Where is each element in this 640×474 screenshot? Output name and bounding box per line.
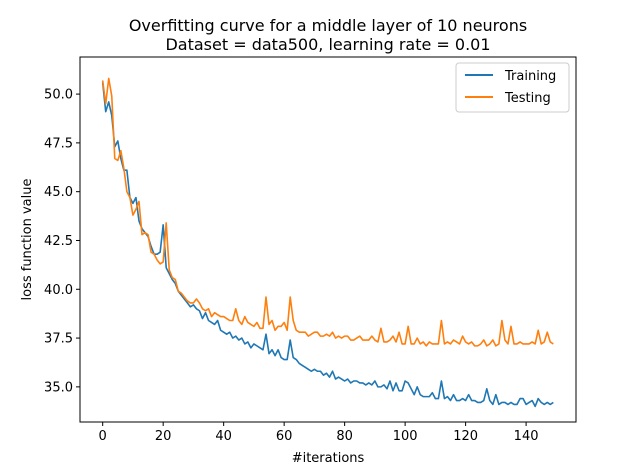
x-axis-label: #iterations	[292, 451, 365, 466]
series-layer	[101, 77, 554, 408]
axes-background	[80, 57, 576, 422]
y-tick-label: 47.5	[44, 136, 73, 151]
x-tick-label: 40	[215, 429, 232, 444]
x-tick-label: 80	[336, 429, 353, 444]
x-tick-label: 140	[514, 429, 539, 444]
y-tick-label: 40.0	[44, 283, 73, 298]
y-tick-label: 35.0	[44, 380, 73, 395]
y-axis: 35.0 37.5 40.0 42.5 45.0 47.5 50.0	[44, 88, 80, 395]
plot-area	[79, 56, 577, 423]
y-tick-label: 50.0	[44, 88, 73, 103]
y-tick-label: 37.5	[44, 332, 73, 347]
x-tick-label: 0	[99, 429, 107, 444]
chart-subtitle: Dataset = data500, learning rate = 0.01	[165, 35, 490, 54]
x-tick-label: 20	[155, 429, 172, 444]
y-tick-label: 42.5	[44, 234, 73, 249]
chart-title: Overfitting curve for a middle layer of …	[129, 16, 527, 35]
x-tick-label: 120	[453, 429, 478, 444]
legend: Training Testing	[455, 62, 570, 113]
x-tick-label: 100	[393, 429, 418, 444]
y-axis-label: loss function value	[20, 179, 35, 301]
x-axis: 0 20 40 60 80 100 120 140	[99, 422, 539, 444]
y-tick-label: 45.0	[44, 185, 73, 200]
axes-frame	[79, 56, 577, 423]
series-line-testing	[101, 77, 554, 347]
x-tick-label: 60	[276, 429, 293, 444]
legend-label-testing: Testing	[504, 91, 551, 106]
legend-label-training: Training	[504, 69, 556, 84]
